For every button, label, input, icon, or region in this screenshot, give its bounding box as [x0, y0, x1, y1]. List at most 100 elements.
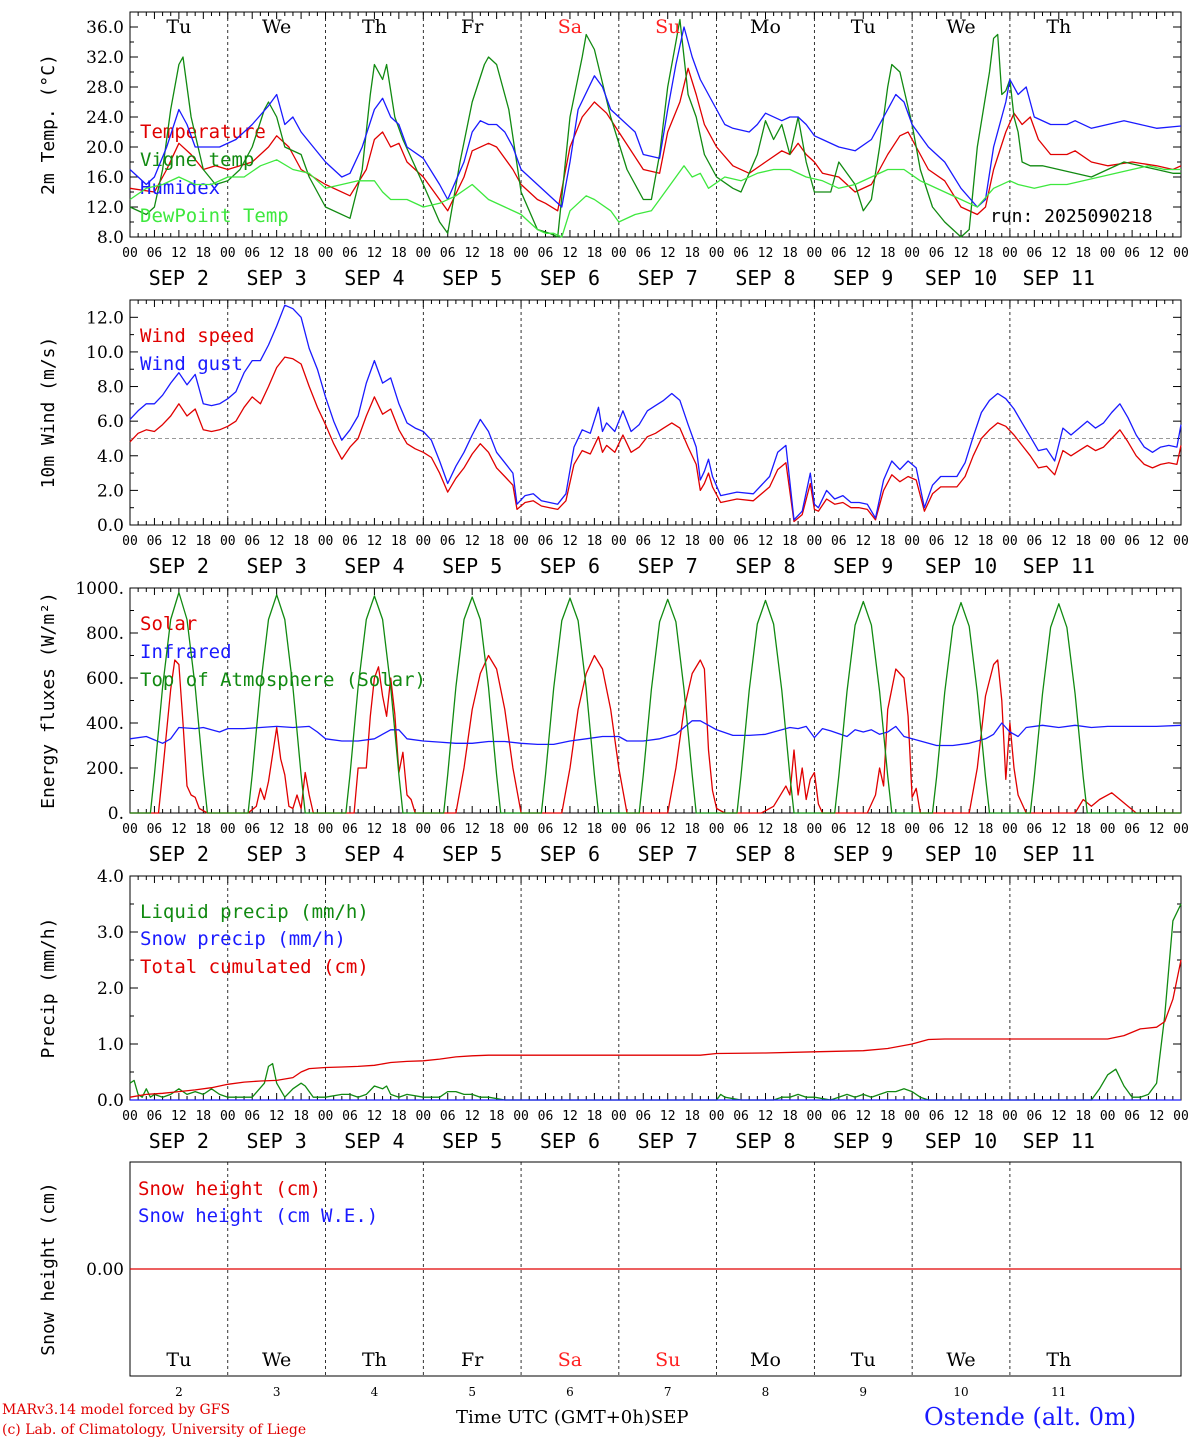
panel4-ytick-label: 2.0	[97, 979, 124, 999]
panel2-hour-label: 00	[1173, 534, 1189, 549]
panel3-frame	[129, 587, 1182, 814]
panel2-hour-label: 06	[244, 534, 260, 549]
panel4-hour-label: 18	[195, 1109, 211, 1124]
panel3-hour-label: 00	[1173, 822, 1189, 837]
panel1-legend-entry: Temperature	[140, 121, 266, 143]
panel3-hour-label: 12	[562, 822, 578, 837]
panel2-date-label: SEP 3	[247, 554, 307, 578]
panel4-legend-entry: Snow precip (mm/h)	[140, 928, 346, 950]
panel2-ytick-label: 8.0	[97, 378, 124, 398]
panel4-hour-label: 00	[513, 1109, 529, 1124]
panel1-ytick-label: 12.0	[86, 198, 124, 218]
panel3-hour-label: 06	[147, 822, 163, 837]
panel3-hour-label: 06	[342, 822, 358, 837]
panel4-date-label: SEP 5	[442, 1129, 502, 1153]
panel3-hour-label: 12	[171, 822, 187, 837]
panel4-legend-entry: Liquid precip (mm/h)	[140, 901, 369, 923]
panel3-hour-label: 12	[855, 822, 871, 837]
panel1-hour-label: 06	[147, 246, 163, 261]
panel2-date-label: SEP 9	[833, 554, 893, 578]
panel4-hour-label: 00	[611, 1109, 627, 1124]
panel3-hour-label: 00	[122, 822, 138, 837]
panel2-hour-label: 12	[367, 534, 383, 549]
panel3-legend-entry: Solar	[140, 613, 197, 635]
panel4-hour-label: 18	[489, 1109, 505, 1124]
panel5-day-number: 10	[953, 1385, 968, 1399]
panel3-hour-label: 00	[709, 822, 725, 837]
panel2-date-label: SEP 11	[1023, 554, 1095, 578]
panel1-series-line	[129, 26, 1182, 208]
panel2-hour-label: 06	[538, 534, 554, 549]
panel1-hour-label: 12	[1051, 246, 1067, 261]
panel4-date-label: SEP 7	[638, 1129, 698, 1153]
panel4-date-label: SEP 6	[540, 1129, 600, 1153]
panel4-hour-label: 12	[758, 1109, 774, 1124]
panel4-hour-label: 06	[1027, 1109, 1043, 1124]
panel1-weekday-label: Tu	[851, 16, 876, 38]
panel3-hour-label: 06	[244, 822, 260, 837]
panel1-hour-label: 00	[122, 246, 138, 261]
panel4-hour-label: 06	[342, 1109, 358, 1124]
panel1-hour-label: 18	[587, 246, 603, 261]
panel4-hour-label: 18	[587, 1109, 603, 1124]
panel5-day-number: 11	[1051, 1385, 1066, 1399]
panel1-weekday-label: Fr	[461, 16, 484, 38]
panel4-hour-label: 18	[391, 1109, 407, 1124]
panel2-ytick-label: 0.0	[97, 516, 124, 536]
panel4-hour-label: 00	[1173, 1109, 1189, 1124]
panel2-hour-label: 18	[195, 534, 211, 549]
panel2-date-label: SEP 4	[344, 554, 404, 578]
panel4-hour-label: 18	[782, 1109, 798, 1124]
panel4-hour-label: 00	[1100, 1109, 1116, 1124]
panel2-hour-label: 06	[1124, 534, 1140, 549]
panel2-hour-label: 00	[904, 534, 920, 549]
panel3-hour-label: 00	[1002, 822, 1018, 837]
panel5-day-number: 7	[664, 1385, 672, 1399]
panel4-hour-label: 00	[1002, 1109, 1018, 1124]
panel4-date-label: SEP 9	[833, 1129, 893, 1153]
panel3-hour-label: 00	[318, 822, 334, 837]
panel1-weekday-label: Th	[1046, 16, 1071, 38]
panel1-hour-label: 12	[1149, 246, 1165, 261]
panel2-hour-label: 06	[733, 534, 749, 549]
panel3-hour-label: 12	[1051, 822, 1067, 837]
panel4-hour-label: 12	[367, 1109, 383, 1124]
panel4-hour-label: 06	[538, 1109, 554, 1124]
panel5-ytick-label: 0.00	[86, 1260, 124, 1280]
panel1-ytick-label: 24.0	[86, 108, 124, 128]
panel3-hour-label: 18	[1075, 822, 1091, 837]
panel1-hour-label: 06	[733, 246, 749, 261]
panel3-hour-label: 06	[440, 822, 456, 837]
panel3-hour-label: 00	[220, 822, 236, 837]
panel3-date-label: SEP 9	[833, 842, 893, 866]
panel1-series-line	[129, 67, 1182, 216]
panel5-weekday-label: We	[946, 1349, 975, 1371]
panel4-hour-label: 06	[733, 1109, 749, 1124]
panel1-series-line	[129, 159, 1181, 238]
panel2-hour-label: 12	[953, 534, 969, 549]
panel1-series-line	[129, 18, 1181, 238]
panel1-hour-label: 12	[562, 246, 578, 261]
panel2-hour-label: 00	[709, 534, 725, 549]
panel1-frame	[129, 11, 1182, 238]
panel3-hour-label: 12	[464, 822, 480, 837]
panel1-hour-label: 12	[953, 246, 969, 261]
panel4-ytick-label: 4.0	[97, 867, 124, 887]
panel1-run-label: run: 2025090218	[990, 206, 1153, 227]
panel2-hour-label: 00	[1002, 534, 1018, 549]
panel2-series-line	[129, 304, 1182, 521]
panel2-hour-label: 12	[1051, 534, 1067, 549]
panel4-hour-label: 18	[293, 1109, 309, 1124]
panel1-hour-label: 00	[513, 246, 529, 261]
panel5-weekday-label: Th	[1046, 1349, 1071, 1371]
panel1-date-label: SEP 10	[925, 266, 997, 290]
panel5-day-number: 6	[566, 1385, 574, 1399]
panel1-weekday-label: Sa	[558, 16, 582, 38]
panel4-hour-label: 06	[929, 1109, 945, 1124]
panel5-weekday-label: We	[262, 1349, 291, 1371]
panel4-hour-label: 06	[635, 1109, 651, 1124]
panel1-hour-label: 12	[758, 246, 774, 261]
panel3-hour-label: 00	[611, 822, 627, 837]
model-credit: MARv3.14 model forced by GFS	[2, 1402, 231, 1418]
panel1-hour-label: 00	[318, 246, 334, 261]
